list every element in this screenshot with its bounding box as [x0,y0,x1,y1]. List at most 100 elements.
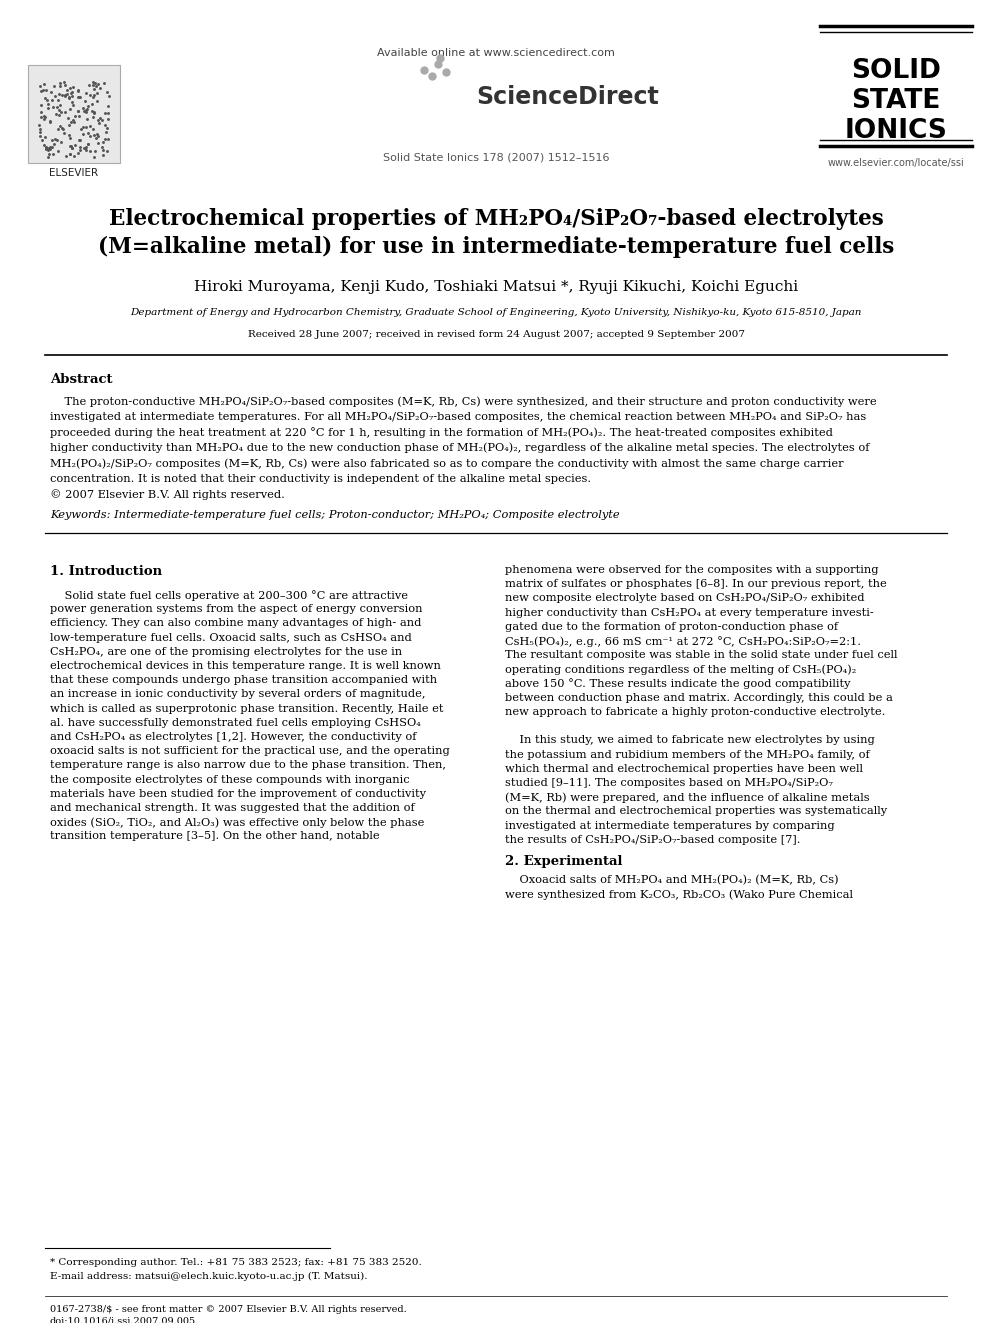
Point [53,102,68,123]
Point [88,127,104,148]
Point [78,136,94,157]
Text: Available online at www.sciencedirect.com: Available online at www.sciencedirect.co… [377,48,615,58]
Point [36,73,52,94]
Text: which is called as superprotonic phase transition. Recently, Haile et: which is called as superprotonic phase t… [50,704,443,713]
Point [40,93,56,114]
Point [34,107,50,128]
Text: matrix of sulfates or phosphates [6–8]. In our previous report, the: matrix of sulfates or phosphates [6–8]. … [505,579,887,589]
Text: Keywords: Intermediate-temperature fuel cells; Proton-conductor; MH₂PO₄; Composi: Keywords: Intermediate-temperature fuel … [50,509,620,520]
Point [64,94,80,115]
Point [70,101,86,122]
Point [91,112,107,134]
Point [78,83,94,105]
Point [43,82,59,103]
Text: al. have successfully demonstrated fuel cells employing CsHSO₄: al. have successfully demonstrated fuel … [50,718,421,728]
Point [79,98,95,119]
Text: the composite electrolytes of these compounds with inorganic: the composite electrolytes of these comp… [50,774,410,785]
Point [37,87,53,108]
Point [100,128,116,149]
Text: oxoacid salts is not sufficient for the practical use, and the operating: oxoacid salts is not sufficient for the … [50,746,449,757]
Bar [28,65,120,163]
Point [57,85,72,106]
Text: Solid state fuel cells operative at 200–300 °C are attractive: Solid state fuel cells operative at 200–… [50,590,408,601]
Point [64,138,80,159]
Point [51,99,66,120]
Point [82,85,98,106]
Text: The proton-conductive MH₂PO₄/SiP₂O₇-based composites (M=K, Rb, Cs) were synthesi: The proton-conductive MH₂PO₄/SiP₂O₇-base… [50,396,877,406]
Point [53,75,68,97]
Point [82,126,98,147]
Text: the results of CsH₂PO₄/SiP₂O₇-based composite [7].: the results of CsH₂PO₄/SiP₂O₇-based comp… [505,835,801,845]
Point [33,94,49,115]
Point [52,94,67,115]
Text: power generation systems from the aspect of energy conversion: power generation systems from the aspect… [50,605,423,614]
Point [38,136,54,157]
Point [101,85,117,106]
Point [76,138,92,159]
Point [62,98,77,119]
Point [47,85,62,106]
Point [52,115,67,136]
Point [69,79,85,101]
Point [83,93,99,114]
Text: new composite electrolyte based on CsH₂PO₄/SiP₂O₇ exhibited: new composite electrolyte based on CsH₂P… [505,594,864,603]
Point [99,118,115,139]
Point [80,95,96,116]
Point [100,108,116,130]
Point [88,123,104,144]
Text: transition temperature [3–5]. On the other hand, notable: transition temperature [3–5]. On the oth… [50,831,380,841]
Point [72,119,88,140]
Point [42,111,58,132]
Point [50,118,65,139]
Text: and mechanical strength. It was suggested that the addition of: and mechanical strength. It was suggeste… [50,803,415,814]
Text: on the thermal and electrochemical properties was systematically: on the thermal and electrochemical prope… [505,807,887,816]
Text: which thermal and electrochemical properties have been well: which thermal and electrochemical proper… [505,763,863,774]
Point [63,138,79,159]
Point [90,74,106,95]
Point [97,103,113,124]
Point [82,140,98,161]
Text: Solid State Ionics 178 (2007) 1512–1516: Solid State Ionics 178 (2007) 1512–1516 [383,152,609,161]
Point [62,143,78,164]
Point [75,98,91,119]
Text: ELSEVIER: ELSEVIER [50,168,98,179]
Point [80,74,96,95]
Point [67,106,83,127]
Point [47,134,62,155]
Point [95,144,111,165]
Point [40,89,56,110]
Point [58,146,73,167]
Text: studied [9–11]. The composites based on MH₂PO₄/SiP₂O₇: studied [9–11]. The composites based on … [505,778,833,789]
Text: (M=K, Rb) were prepared, and the influence of alkaline metals: (M=K, Rb) were prepared, and the influen… [505,792,870,803]
Text: 1. Introduction: 1. Introduction [50,565,162,578]
Text: In this study, we aimed to fabricate new electrolytes by using: In this study, we aimed to fabricate new… [505,736,875,745]
Point [90,110,106,131]
Point [67,134,83,155]
Point [70,81,86,102]
Point [37,107,53,128]
Point [70,143,86,164]
Text: www.elsevier.com/locate/ssi: www.elsevier.com/locate/ssi [827,157,964,168]
Point [79,108,95,130]
Point [60,79,75,101]
Text: phenomena were observed for the composites with a supporting: phenomena were observed for the composit… [505,565,879,576]
Text: Abstract: Abstract [50,373,112,386]
Point [35,79,51,101]
Point [41,143,57,164]
Point [53,73,68,94]
Text: CsH₅(PO₄)₂, e.g., 66 mS cm⁻¹ at 272 °C, CsH₂PO₄:SiP₂O₇=2:1.: CsH₅(PO₄)₂, e.g., 66 mS cm⁻¹ at 272 °C, … [505,636,861,647]
Point [32,75,48,97]
Text: doi:10.1016/j.ssi.2007.09.005: doi:10.1016/j.ssi.2007.09.005 [50,1316,196,1323]
Text: Department of Energy and Hydrocarbon Chemistry, Graduate School of Engineering, : Department of Energy and Hydrocarbon Che… [130,308,862,318]
Point [44,90,60,111]
Point [96,73,112,94]
Point [72,136,88,157]
Point [43,110,59,131]
Text: that these compounds undergo phase transition accompanied with: that these compounds undergo phase trans… [50,675,437,685]
Text: an increase in ionic conductivity by several orders of magnitude,: an increase in ionic conductivity by sev… [50,689,426,700]
Point [45,143,61,164]
Point [50,128,65,149]
Point [86,101,102,122]
Text: oxides (SiO₂, TiO₂, and Al₂O₃) was effective only below the phase: oxides (SiO₂, TiO₂, and Al₂O₃) was effec… [50,818,425,828]
Text: The resultant composite was stable in the solid state under fuel cell: The resultant composite was stable in th… [505,650,898,660]
